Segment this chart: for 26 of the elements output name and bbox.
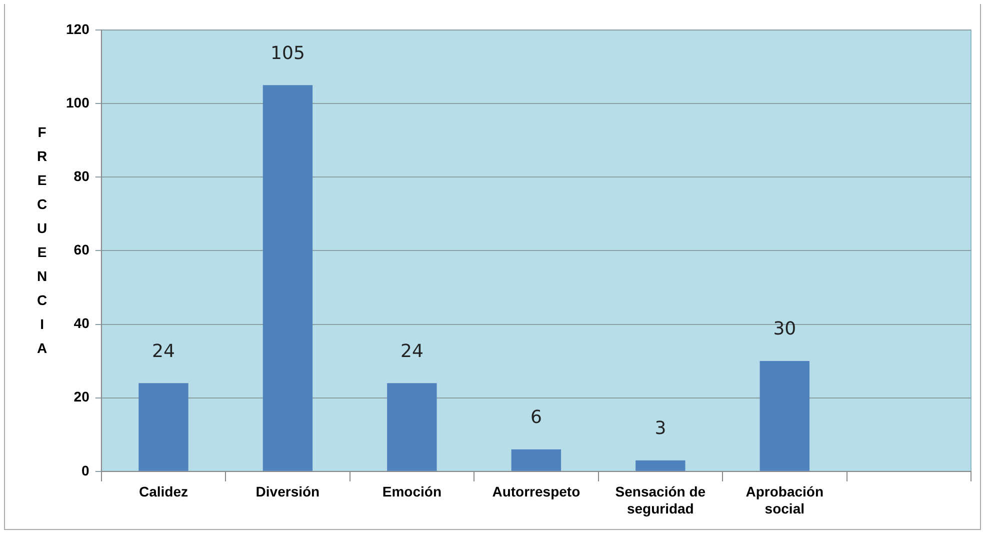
bar bbox=[636, 460, 686, 471]
bar bbox=[138, 383, 188, 471]
data-label: 6 bbox=[530, 407, 542, 428]
bar bbox=[387, 383, 437, 471]
data-label: 30 bbox=[773, 318, 796, 340]
bar bbox=[511, 449, 562, 471]
x-tick-label: Calidez bbox=[138, 484, 188, 500]
y-tick-label: 60 bbox=[74, 242, 90, 258]
x-tick-label: Sensación de seguridad bbox=[615, 484, 706, 516]
y-tick-label: 0 bbox=[82, 462, 90, 478]
data-label: 105 bbox=[270, 42, 305, 64]
y-tick-label: 20 bbox=[74, 388, 90, 405]
x-tick-label: Emoción bbox=[382, 484, 442, 500]
y-tick-label: 100 bbox=[66, 94, 90, 110]
data-label: 24 bbox=[400, 340, 424, 362]
x-tick-label: Aprobación social bbox=[746, 484, 824, 516]
text: FRECUENCIA bbox=[36, 124, 48, 356]
x-tick-label: Autorrespeto bbox=[492, 484, 580, 500]
bar bbox=[760, 361, 810, 471]
data-label: 3 bbox=[654, 418, 666, 440]
data-label: 24 bbox=[152, 340, 175, 362]
y-tick-label: 40 bbox=[74, 315, 90, 332]
y-tick-label: 80 bbox=[74, 168, 90, 184]
y-tick-label: 120 bbox=[66, 20, 90, 37]
bar bbox=[262, 85, 313, 471]
x-tick-label: Diversión bbox=[256, 484, 320, 500]
